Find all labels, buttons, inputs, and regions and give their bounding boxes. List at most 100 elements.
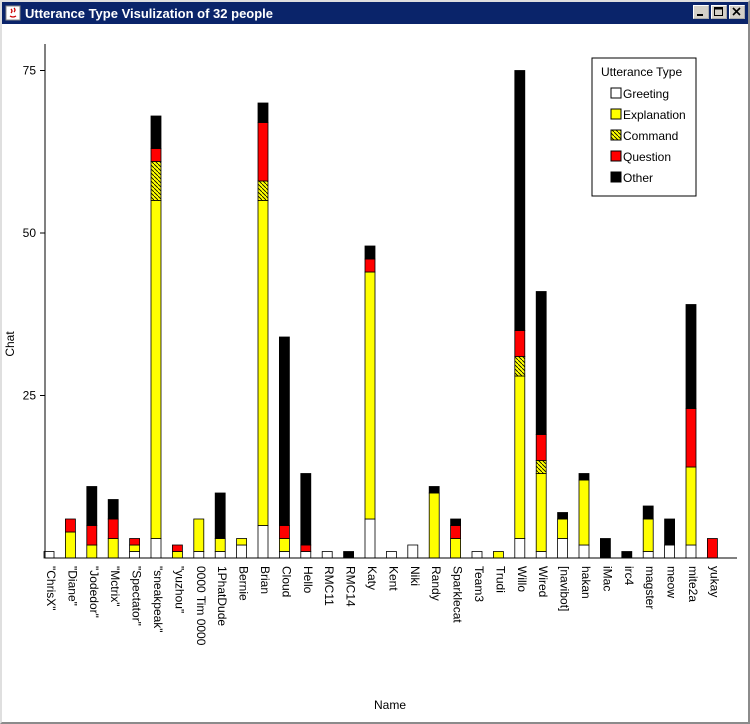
bar-segment-explanation bbox=[86, 544, 98, 559]
bar-segment-other bbox=[364, 245, 376, 260]
bar-segment-greeting bbox=[321, 551, 333, 559]
bar-stack[interactable] bbox=[557, 512, 568, 559]
x-tick-label: hakan bbox=[579, 566, 593, 599]
bar-segment-greeting bbox=[150, 538, 162, 559]
bar-stack[interactable] bbox=[385, 551, 397, 559]
bar-segment-command bbox=[150, 161, 162, 201]
maximize-button[interactable] bbox=[711, 5, 727, 19]
bar-stack[interactable] bbox=[428, 486, 440, 559]
bar-stack[interactable] bbox=[492, 551, 504, 559]
bar-segment-greeting bbox=[257, 525, 269, 559]
bar-segment-other bbox=[150, 115, 162, 149]
bar-stack[interactable] bbox=[664, 518, 675, 559]
bar-stack[interactable] bbox=[364, 245, 376, 559]
bar-segment-explanation bbox=[236, 538, 248, 546]
bar-stack[interactable] bbox=[171, 544, 183, 559]
bar-stack[interactable] bbox=[707, 538, 718, 559]
bar-segment-greeting bbox=[236, 544, 248, 559]
bar-segment-explanation bbox=[557, 518, 568, 539]
bar-stack[interactable] bbox=[621, 551, 633, 559]
bar-segment-question bbox=[450, 525, 462, 539]
bar-stack[interactable] bbox=[600, 538, 611, 559]
x-tick-label: magster bbox=[643, 566, 657, 609]
bar-stack[interactable] bbox=[193, 518, 205, 559]
x-tick-label: Cloud bbox=[279, 566, 293, 597]
x-tick-label: 0000 Tim 0000 bbox=[194, 566, 208, 646]
bar-segment-explanation bbox=[257, 200, 269, 526]
bar-segment-explanation bbox=[150, 200, 162, 539]
bar-stack[interactable] bbox=[578, 473, 590, 559]
x-tick-label: Randy bbox=[429, 566, 443, 601]
minimize-icon bbox=[697, 14, 703, 16]
x-tick-label: Trudi bbox=[493, 566, 507, 593]
bar-segment-explanation bbox=[65, 531, 76, 559]
close-icon bbox=[732, 7, 741, 16]
bar-segment-explanation bbox=[685, 466, 697, 546]
legend-label-command: Command bbox=[623, 129, 678, 143]
bar-segment-question bbox=[107, 518, 119, 539]
bar-stack[interactable] bbox=[471, 551, 483, 559]
bar-segment-question bbox=[257, 122, 269, 182]
legend-swatch-explanation bbox=[610, 108, 622, 120]
bar-segment-greeting bbox=[193, 551, 205, 559]
bar-stack[interactable] bbox=[685, 304, 697, 559]
bar-stack[interactable] bbox=[535, 291, 547, 559]
bar-stack[interactable] bbox=[150, 115, 162, 559]
bar-segment-greeting bbox=[214, 551, 226, 559]
bar-stack[interactable] bbox=[407, 544, 419, 559]
bar-segment-explanation bbox=[428, 492, 440, 559]
bar-stack[interactable] bbox=[86, 486, 98, 559]
bar-segment-greeting bbox=[685, 544, 697, 559]
close-button[interactable] bbox=[729, 5, 745, 19]
bar-stack[interactable] bbox=[278, 336, 290, 559]
x-tick-label: mite2a bbox=[686, 566, 700, 602]
window-title: Utterance Type Visulization of 32 people bbox=[25, 5, 274, 21]
bar-stack[interactable] bbox=[107, 499, 119, 559]
java-app-icon bbox=[5, 5, 21, 21]
x-tick-label: "Diane" bbox=[65, 566, 79, 606]
bar-stack[interactable] bbox=[321, 551, 333, 559]
bar-stack[interactable] bbox=[236, 538, 248, 559]
bar-segment-explanation bbox=[129, 544, 140, 552]
bar-segment-greeting bbox=[364, 518, 376, 559]
y-ticks: 25 50 75 bbox=[23, 64, 45, 403]
legend-swatch-command bbox=[610, 129, 622, 141]
bar-segment-other bbox=[257, 102, 269, 123]
bar-stack[interactable] bbox=[214, 492, 226, 559]
bar-segment-greeting bbox=[535, 551, 547, 559]
legend-swatch-greeting bbox=[610, 87, 622, 99]
x-tick-label: [navibot] bbox=[558, 566, 572, 611]
bar-segment-command bbox=[514, 356, 526, 377]
bar-segment-greeting bbox=[278, 551, 290, 559]
bar-stack[interactable] bbox=[343, 551, 355, 559]
bar-segment-explanation bbox=[642, 518, 654, 552]
bar-segment-other bbox=[214, 492, 226, 539]
bar-segment-explanation bbox=[578, 479, 590, 546]
bar-stack[interactable] bbox=[300, 473, 312, 559]
bar-segment-other bbox=[578, 473, 590, 481]
bar-segment-greeting bbox=[557, 538, 568, 559]
utterance-chart: 25 50 75 Chat Name "ChrisX" "Diane" "Jodedor… bbox=[3, 44, 737, 712]
x-tick-label: "Mctrix" bbox=[108, 566, 122, 607]
bar-stack[interactable] bbox=[129, 538, 140, 559]
bar-segment-explanation bbox=[107, 538, 119, 559]
bar-segment-other bbox=[300, 473, 312, 546]
bar-stack[interactable] bbox=[65, 518, 76, 559]
x-tick-label: Team3 bbox=[472, 566, 486, 602]
bar-segment-explanation bbox=[514, 375, 526, 539]
x-tick-label: Hello bbox=[301, 566, 315, 594]
bar-segment-question bbox=[364, 258, 376, 273]
bar-segment-greeting bbox=[664, 544, 675, 559]
bar-stack[interactable] bbox=[257, 102, 269, 559]
x-tick-label: "Jodedor" bbox=[87, 566, 101, 618]
y-axis-label: Chat bbox=[3, 331, 17, 357]
minimize-button[interactable] bbox=[693, 5, 709, 19]
title-bar[interactable]: Utterance Type Visulization of 32 people bbox=[2, 2, 748, 24]
x-tick-label: Bernie bbox=[237, 566, 251, 601]
bar-stack[interactable] bbox=[642, 505, 654, 559]
bar-segment-question bbox=[129, 538, 140, 546]
x-tick-label: Kent bbox=[386, 566, 400, 591]
bar-stack[interactable] bbox=[450, 518, 462, 559]
bar-segment-other bbox=[86, 486, 98, 526]
bar-stack[interactable] bbox=[514, 70, 526, 559]
